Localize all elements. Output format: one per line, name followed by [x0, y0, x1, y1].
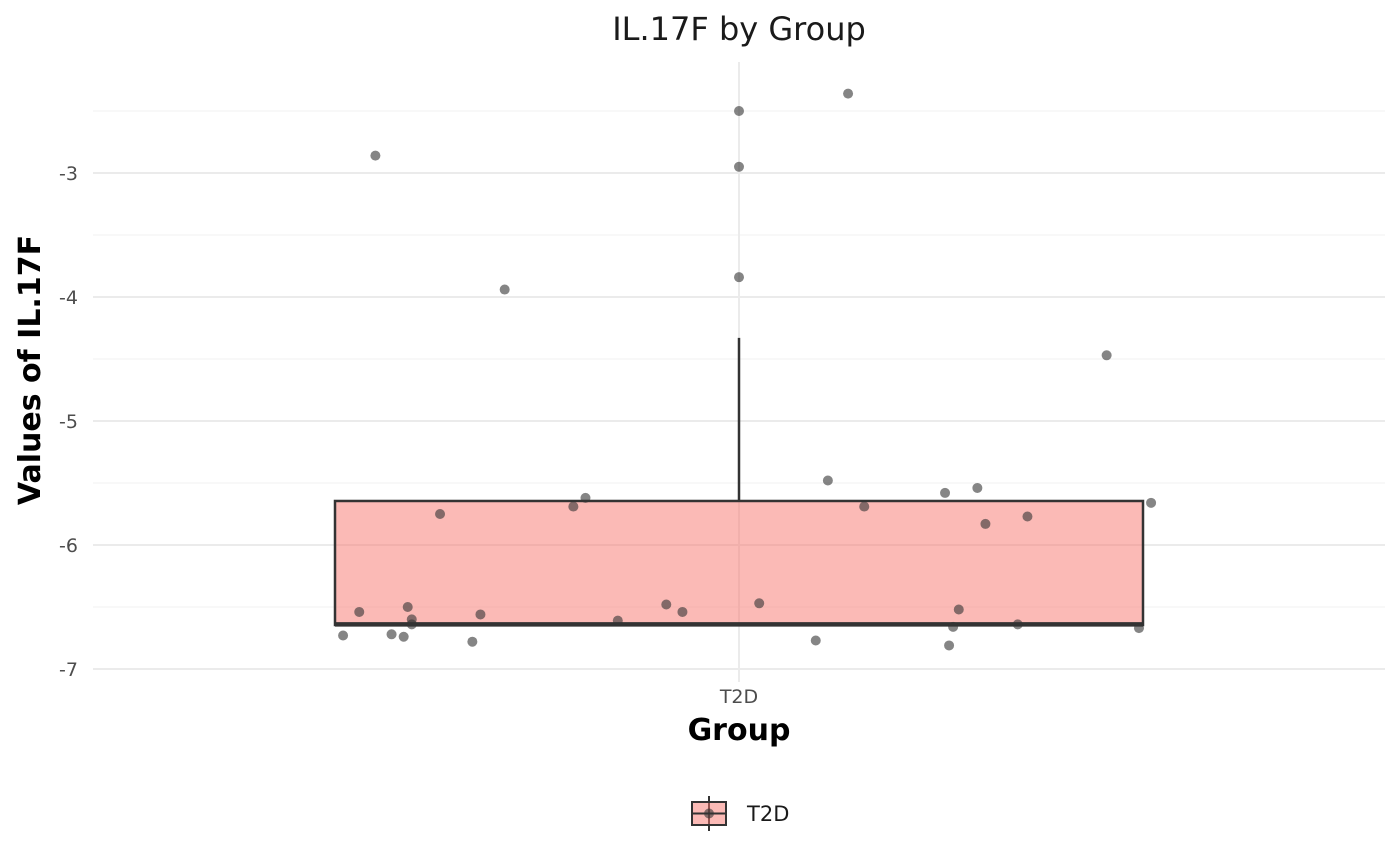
data-point: [398, 631, 409, 642]
data-point: [734, 161, 744, 172]
data-point: [1146, 497, 1157, 508]
data-point: [754, 598, 765, 609]
x-tick-label: T2D: [719, 686, 758, 708]
data-point: [499, 284, 510, 295]
data-point: [370, 150, 381, 161]
data-point: [822, 475, 833, 486]
jitter-points: [338, 88, 1157, 651]
data-point: [354, 606, 365, 617]
x-axis-ticks: T2D: [719, 686, 758, 708]
y-tick-label: -7: [59, 659, 78, 681]
data-point: [1022, 511, 1033, 522]
data-point: [568, 501, 579, 512]
box-element: [333, 337, 1145, 627]
data-point: [948, 621, 959, 632]
legend: T2D: [691, 796, 789, 831]
data-point: [406, 619, 417, 630]
data-point: [1012, 619, 1023, 630]
y-tick-label: -4: [59, 287, 78, 309]
data-point: [734, 106, 744, 116]
y-tick-label: -3: [59, 163, 78, 185]
data-point: [677, 606, 688, 617]
data-point: [661, 599, 672, 610]
data-point: [953, 604, 964, 615]
data-point: [843, 88, 854, 99]
data-point: [734, 272, 744, 283]
data-point: [1133, 623, 1144, 634]
data-point: [580, 492, 591, 503]
data-point: [972, 482, 983, 493]
y-tick-label: -5: [59, 411, 78, 433]
legend-key-point: [704, 808, 714, 819]
data-point: [810, 635, 821, 646]
data-point: [859, 501, 870, 512]
data-point: [435, 509, 446, 519]
data-point: [940, 487, 951, 498]
data-point: [475, 609, 486, 620]
y-axis-title: Values of IL.17F: [13, 235, 48, 505]
data-point: [1101, 350, 1112, 361]
box-body: [333, 499, 1145, 627]
data-point: [980, 518, 991, 529]
chart-title: IL.17F by Group: [612, 10, 866, 48]
data-point: [612, 615, 623, 626]
y-axis-ticks: -7 -6 -5 -4 -3: [59, 163, 78, 681]
data-point: [402, 602, 413, 612]
y-tick-label: -6: [59, 535, 78, 557]
legend-label-t2d: T2D: [746, 802, 789, 826]
data-point: [386, 629, 397, 640]
x-axis-title: Group: [688, 713, 791, 748]
data-point: [467, 636, 478, 647]
data-point: [944, 640, 955, 651]
data-point: [338, 630, 349, 641]
